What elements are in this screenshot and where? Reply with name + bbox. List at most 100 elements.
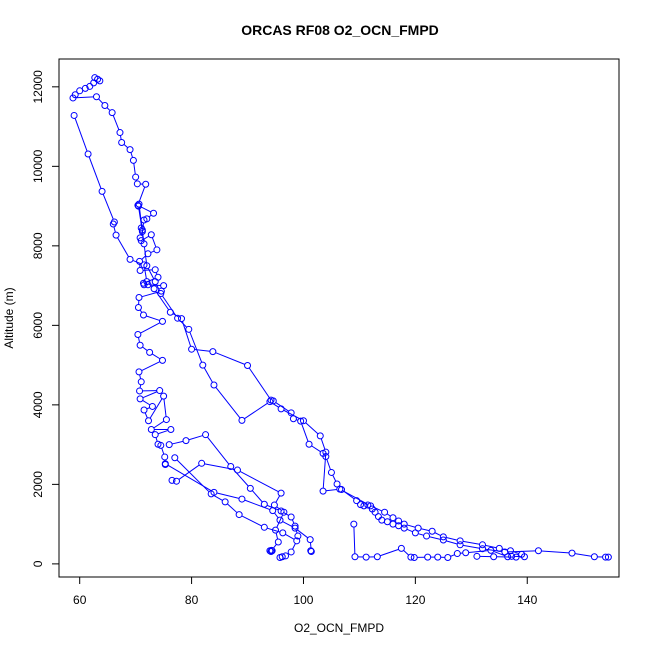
data-point <box>297 417 305 425</box>
series-segment <box>142 222 145 228</box>
series-segment <box>295 528 298 534</box>
data-point <box>512 553 520 561</box>
data-point <box>287 548 295 556</box>
series-segment <box>446 537 458 541</box>
data-point <box>504 553 512 561</box>
x-tick-label: 100 <box>293 593 313 607</box>
data-point <box>146 348 154 356</box>
data-point <box>135 294 143 302</box>
series-segment <box>139 384 142 389</box>
data-point <box>188 345 196 353</box>
data-point <box>407 553 415 561</box>
series-segment <box>132 260 142 265</box>
data-point <box>202 431 210 439</box>
series-segment <box>146 315 160 321</box>
series-segment <box>215 387 241 419</box>
data-point <box>293 537 301 545</box>
data-point <box>209 348 217 356</box>
series-segment <box>244 402 268 420</box>
series-segment <box>434 532 441 536</box>
series-segment <box>275 402 289 412</box>
data-point <box>478 545 486 553</box>
series-segment <box>332 474 337 482</box>
series-segment <box>143 235 149 240</box>
series-segment <box>144 412 148 419</box>
series-segment <box>406 528 413 533</box>
data-point <box>400 520 408 528</box>
series-7 <box>165 431 302 540</box>
data-point <box>381 508 389 516</box>
data-point <box>333 480 341 488</box>
data-point <box>134 303 142 311</box>
data-point <box>322 453 330 461</box>
y-axis: 0 2000 4000 6000 8000 10000 12000 <box>31 70 60 567</box>
data-point <box>143 262 151 270</box>
data-point <box>590 553 598 561</box>
data-point <box>76 87 84 95</box>
data-point <box>137 378 145 386</box>
data-point <box>487 546 495 554</box>
series-segment <box>142 391 158 399</box>
series-segment <box>251 490 263 503</box>
series-segment <box>297 529 309 539</box>
data-point <box>84 150 92 158</box>
y-tick-label: 8000 <box>31 232 45 259</box>
data-point <box>142 180 150 188</box>
series-segment <box>204 463 235 470</box>
data-point <box>260 500 268 508</box>
data-point <box>439 536 447 544</box>
data-point <box>138 228 146 236</box>
series-segment <box>213 494 223 501</box>
series-segment <box>311 445 321 453</box>
series-segment <box>373 506 383 512</box>
data-point <box>389 514 397 522</box>
series-segment <box>485 544 497 549</box>
series-segment <box>248 367 270 398</box>
data-point <box>133 180 141 188</box>
data-point <box>410 554 418 562</box>
data-point <box>306 536 314 544</box>
x-tick-label: 60 <box>73 593 87 607</box>
series-segment <box>102 193 114 220</box>
data-point <box>126 146 134 154</box>
data-point <box>140 261 148 269</box>
data-point <box>490 553 498 561</box>
x-tick-label: 140 <box>517 593 537 607</box>
data-point <box>174 314 182 322</box>
series-segment <box>267 527 281 533</box>
series-segment <box>141 361 161 371</box>
data-point <box>221 498 229 506</box>
data-point <box>520 553 528 561</box>
series-segment <box>273 544 277 549</box>
data-point <box>154 273 162 281</box>
y-tick-label: 2000 <box>31 471 45 498</box>
data-point <box>478 541 486 549</box>
data-point <box>108 109 116 117</box>
y-tick-label: 10000 <box>31 149 45 183</box>
data-point <box>157 290 165 298</box>
data-point <box>274 538 282 546</box>
series-segment <box>123 144 129 149</box>
data-point <box>96 77 104 85</box>
x-axis: 60 80 100 120 140 <box>73 576 538 607</box>
data-point <box>266 547 274 555</box>
series-segment <box>138 337 140 343</box>
data-point <box>136 387 144 395</box>
data-point <box>276 516 284 524</box>
data-point <box>171 454 179 462</box>
series-segment <box>113 226 116 233</box>
series-segment <box>143 246 147 263</box>
series-segment <box>462 540 480 545</box>
series-segment <box>203 367 213 383</box>
data-point <box>101 102 109 110</box>
data-point <box>423 532 431 540</box>
data-point <box>129 156 137 164</box>
series-segment <box>189 331 203 363</box>
data-point <box>145 417 153 425</box>
series-4 <box>168 459 288 556</box>
data-point <box>151 266 159 274</box>
series-segment <box>141 291 159 298</box>
series-segment <box>462 544 480 549</box>
data-point <box>116 129 124 137</box>
data-point <box>267 548 275 556</box>
